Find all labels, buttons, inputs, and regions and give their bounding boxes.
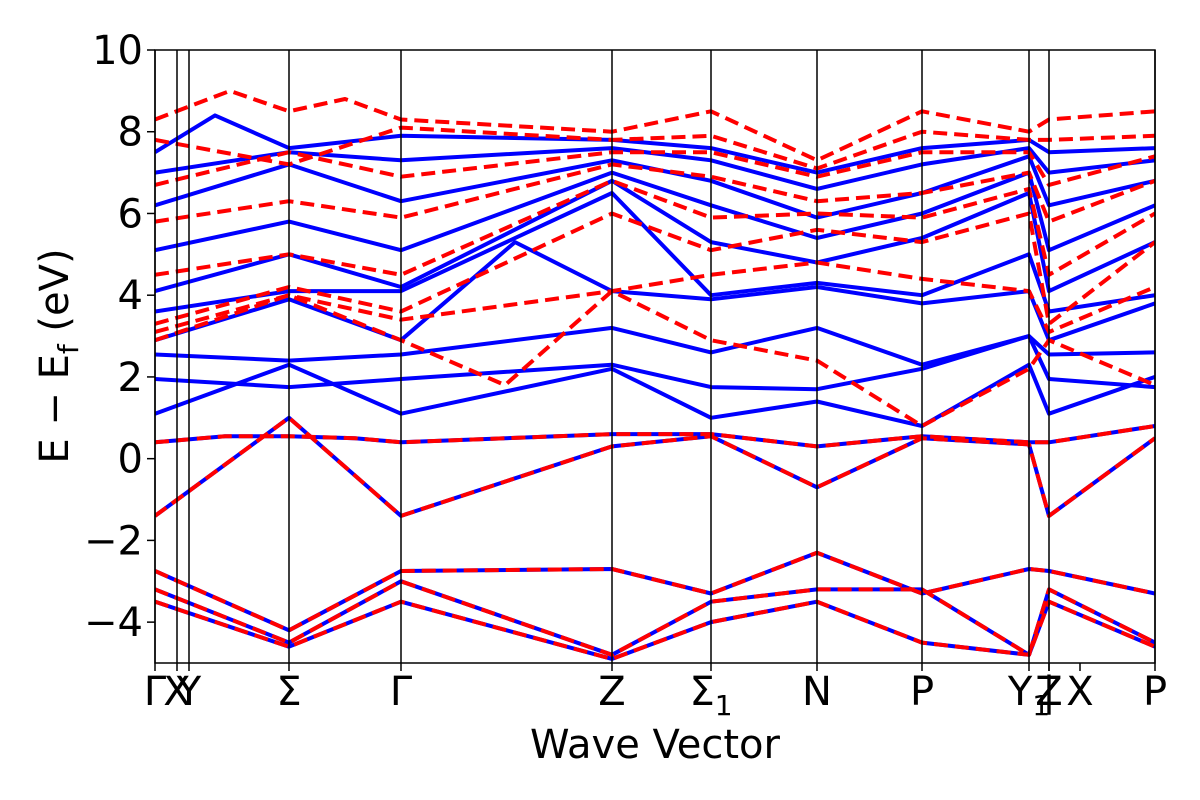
x-tick-label: Σ1 — [689, 669, 732, 722]
x-tick-label: Γ — [144, 669, 167, 715]
band-line — [155, 599, 1155, 661]
y-tick-label: 6 — [118, 191, 143, 237]
y-tick-label: 4 — [118, 273, 143, 319]
band-line — [155, 125, 1155, 171]
y-tick-label: −4 — [84, 600, 143, 646]
y-tick-label: 8 — [118, 110, 143, 156]
y-tick-label: 2 — [118, 355, 143, 401]
y-tick-label: −2 — [84, 518, 143, 564]
band-line — [155, 178, 1155, 277]
y-axis: −4 −2 0 2 4 6 8 10 — [84, 28, 155, 646]
band-line — [155, 362, 1155, 428]
band-line — [155, 289, 1155, 428]
x-tick-label: Γ — [390, 669, 413, 715]
band-line — [155, 260, 1155, 334]
band-line — [155, 325, 1155, 367]
band-line — [155, 150, 1155, 187]
band-line — [155, 154, 1155, 220]
y-tick-label: 0 — [118, 437, 143, 483]
x-axis-label: Wave Vector — [530, 722, 781, 768]
x-axis: ΓXY Σ Γ Z Σ1 N P Y1Z| X P — [144, 663, 1167, 722]
band-line — [155, 178, 1155, 294]
x-tick-label: P — [1143, 669, 1167, 715]
x-tick-label: Z — [598, 669, 625, 715]
band-line — [155, 88, 1155, 163]
x-tick-label: P — [910, 669, 934, 715]
bands-layer — [155, 88, 1155, 661]
band-line — [155, 550, 1155, 633]
band-line — [155, 211, 1155, 326]
x-tick-label: X — [1066, 669, 1093, 715]
band-line — [155, 170, 1155, 253]
dashed-bands — [155, 88, 1155, 661]
x-tick-label: Z — [1035, 669, 1062, 715]
band-line — [155, 415, 1155, 518]
band-line — [155, 162, 1155, 224]
x-tick-label: N — [802, 669, 832, 715]
band-line — [155, 579, 1155, 657]
x-tick-label: X — [163, 669, 190, 715]
y-tick-label: 10 — [92, 28, 143, 74]
x-tick-label: Σ — [276, 669, 301, 715]
plot-frame — [154, 49, 1156, 664]
band-line — [155, 424, 1155, 449]
y-axis-label: E − Ef (eV) — [32, 248, 85, 463]
band-line — [155, 146, 1155, 191]
x-tick-label: | — [1042, 669, 1055, 715]
band-line — [155, 191, 1155, 314]
x-tick-label: Y — [176, 669, 202, 715]
